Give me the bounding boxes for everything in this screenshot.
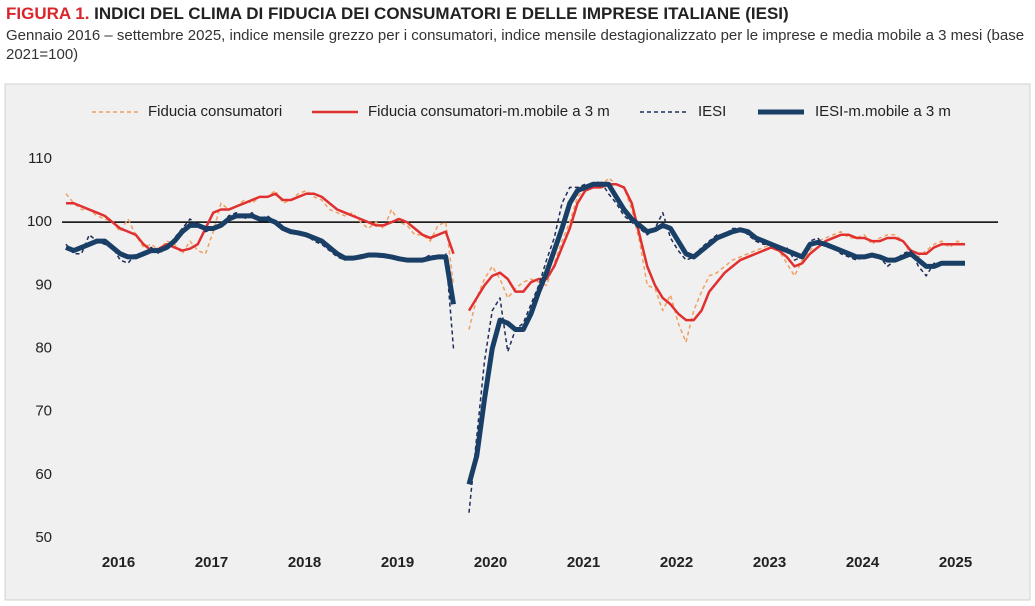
- figure-number: FIGURA 1.: [6, 4, 90, 23]
- y-tick-label: 60: [35, 466, 52, 483]
- title: FIGURA 1. INDICI DEL CLIMA DI FIDUCIA DE…: [6, 4, 1031, 24]
- chart-title: INDICI DEL CLIMA DI FIDUCIA DEI CONSUMAT…: [94, 4, 789, 23]
- y-tick-label: 110: [28, 150, 52, 167]
- y-tick-label: 80: [35, 339, 52, 356]
- legend-label: Fiducia consumatori: [148, 103, 282, 120]
- x-tick-label: 2020: [474, 554, 507, 571]
- header: FIGURA 1. INDICI DEL CLIMA DI FIDUCIA DE…: [6, 4, 1031, 64]
- x-tick-label: 2018: [288, 554, 321, 571]
- x-tick-label: 2024: [846, 554, 880, 571]
- x-tick-label: 2023: [753, 554, 786, 571]
- y-tick-label: 70: [35, 403, 52, 420]
- x-tick-label: 2017: [195, 554, 228, 571]
- chart-panel: [4, 83, 1031, 601]
- x-tick-label: 2021: [567, 554, 600, 571]
- y-tick-label: 50: [35, 529, 52, 546]
- x-tick-label: 2022: [660, 554, 693, 571]
- y-tick-label: 90: [35, 276, 52, 293]
- series-line: [65, 181, 965, 485]
- subtitle: Gennaio 2016 – settembre 2025, indice me…: [6, 27, 1025, 63]
- series-line: [66, 183, 965, 322]
- x-tick-label: 2019: [381, 554, 414, 571]
- legend-label: Fiducia consumatori-m.mobile a 3 m: [368, 103, 610, 120]
- legend-label: IESI: [698, 103, 726, 120]
- x-tick-label: 2016: [102, 554, 135, 571]
- y-tick-label: 100: [27, 213, 52, 230]
- x-tick-label: 2025: [939, 554, 972, 571]
- legend-label: IESI-m.mobile a 3 m: [815, 103, 951, 120]
